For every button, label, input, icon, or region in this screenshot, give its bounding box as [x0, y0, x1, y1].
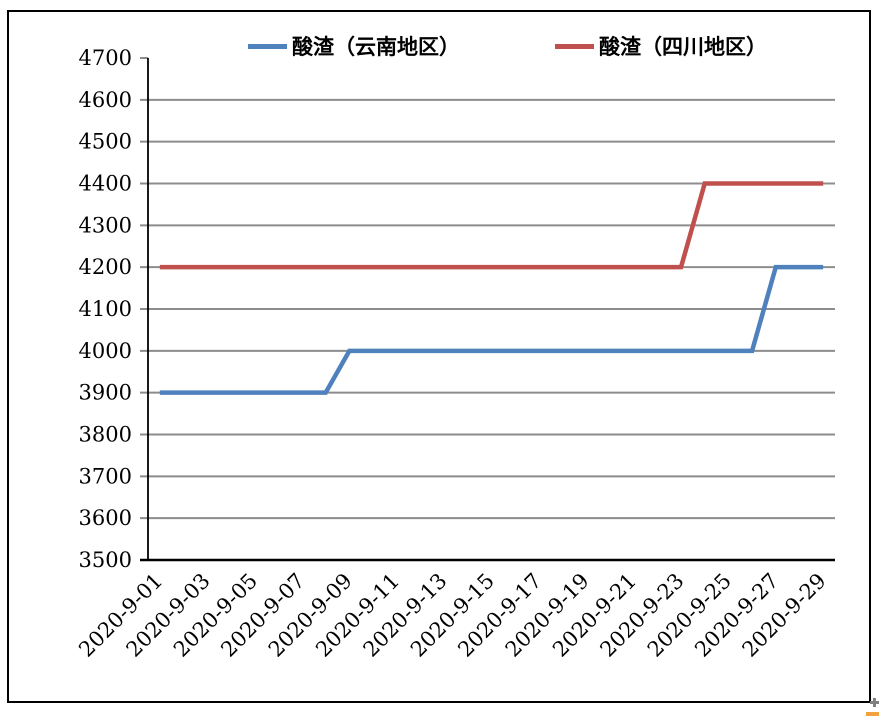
y-axis-label: 3700 — [79, 464, 132, 488]
y-axis-label: 4200 — [79, 255, 132, 279]
series-line-sichuan — [159, 181, 824, 270]
y-axis-label: 4600 — [79, 88, 132, 112]
y-axis-label: 3500 — [79, 548, 132, 572]
y-axis-label: 4500 — [79, 130, 132, 154]
y-axis-label: 3800 — [79, 423, 132, 447]
y-axis-label: 4100 — [79, 297, 132, 321]
resize-plus-icon — [870, 698, 879, 707]
y-axis-label: 4400 — [79, 172, 132, 196]
chart-border — [7, 10, 871, 703]
y-axis-label: 4700 — [79, 46, 132, 70]
y-axis-label: 4300 — [79, 213, 132, 237]
corner-dash-mark — [866, 712, 879, 716]
y-axis-label: 3900 — [79, 381, 132, 405]
y-axis-label: 3600 — [79, 506, 132, 530]
y-axis-label: 4000 — [79, 339, 132, 363]
series-line-yunnan — [159, 264, 824, 395]
